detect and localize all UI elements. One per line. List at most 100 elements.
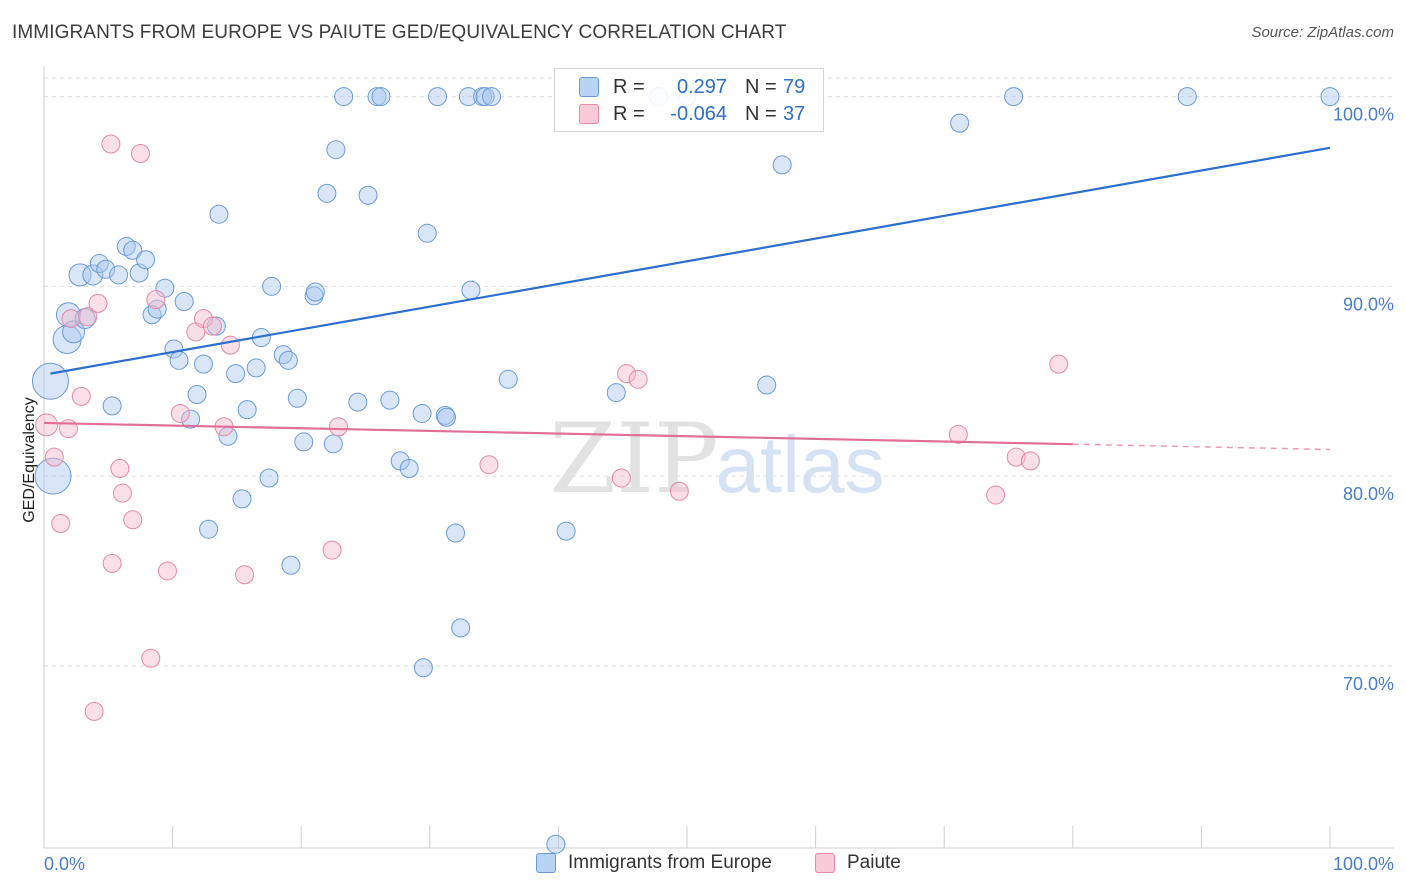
axes-layer	[43, 66, 1394, 849]
europe-point	[209, 204, 229, 224]
paiute-point	[1049, 354, 1069, 374]
paiute-point	[146, 290, 166, 310]
paiute-point	[1020, 451, 1040, 471]
europe-point	[259, 468, 279, 488]
paiute-point	[617, 364, 637, 384]
paiute-point	[102, 553, 122, 573]
paiute-point	[479, 455, 499, 475]
paiute-point	[1006, 447, 1026, 467]
europe-point	[772, 155, 792, 175]
legend-item-paiute[interactable]: Paiute	[815, 852, 901, 874]
europe-point	[1320, 87, 1340, 107]
paiute-point	[669, 481, 689, 501]
paiute-point	[51, 514, 71, 534]
paiute-point	[130, 143, 150, 163]
paiute-point	[61, 309, 81, 329]
europe-point	[281, 555, 301, 575]
legend-label-paiute: Paiute	[847, 852, 901, 873]
europe-point	[461, 280, 481, 300]
paiute-point	[78, 307, 98, 327]
paiute-point	[44, 447, 64, 467]
europe-point	[498, 369, 518, 389]
legend-item-europe[interactable]: Immigrants from Europe	[536, 852, 772, 874]
europe-point	[417, 223, 437, 243]
europe-point	[193, 354, 213, 374]
paiute-point	[628, 369, 648, 389]
europe-point	[287, 388, 307, 408]
europe-point	[458, 87, 478, 107]
legend-row-paiute: R = -0.064 N = 37	[579, 101, 805, 127]
trend-layer	[43, 146, 1331, 451]
europe-point	[142, 305, 162, 325]
europe-point	[31, 362, 69, 400]
europe-point	[358, 185, 378, 205]
legend-row-europe: R = 0.297 N = 79	[579, 74, 805, 100]
paiute-trend-extension	[1072, 443, 1331, 451]
x-tick-label-max: 100.0%	[1333, 854, 1394, 874]
europe-point	[181, 409, 201, 429]
europe-point	[326, 140, 346, 160]
europe-point	[482, 87, 502, 107]
europe-point	[334, 87, 354, 107]
europe-point	[116, 236, 136, 256]
watermark-zip: ZIP	[549, 403, 718, 515]
europe-point	[102, 396, 122, 416]
paiute-point	[71, 386, 91, 406]
paiute-point	[84, 701, 104, 721]
europe-point	[556, 521, 576, 541]
europe-point	[246, 358, 266, 378]
europe-point	[96, 259, 116, 279]
europe-point	[371, 87, 391, 107]
legend-n-value: 37	[783, 102, 806, 125]
legend-r-label: R =	[613, 102, 645, 125]
europe-point	[109, 265, 129, 285]
europe-point	[413, 658, 433, 678]
paiute-point	[220, 335, 240, 355]
europe-point	[237, 400, 257, 420]
paiute-point	[101, 134, 121, 154]
paiute-point	[328, 417, 348, 437]
legend-n-label: N =	[745, 75, 777, 98]
legend-r-value: 0.297	[676, 75, 727, 98]
europe-point	[950, 113, 970, 133]
paiute-point	[157, 561, 177, 581]
chart-title: IMMIGRANTS FROM EUROPE VS PAIUTE GED/EQU…	[12, 22, 787, 43]
legend-r-value: -0.064	[670, 102, 727, 125]
europe-point	[273, 345, 293, 365]
paiute-point	[112, 483, 132, 503]
europe-trend-line	[50, 146, 1331, 375]
europe-point	[82, 264, 104, 286]
stats-legend: R = 0.297 N = 79 R = -0.064 N = 37	[554, 68, 824, 132]
paiute-point	[611, 468, 631, 488]
legend-n-value: 79	[783, 75, 806, 98]
europe-point	[451, 618, 471, 638]
paiute-point	[986, 485, 1006, 505]
europe-point	[136, 250, 156, 270]
europe-point	[317, 183, 337, 203]
legend-swatch-blue-icon	[579, 77, 599, 97]
europe-point	[348, 392, 368, 412]
paiute-point	[141, 648, 161, 668]
europe-point	[278, 350, 298, 370]
europe-point	[147, 299, 167, 319]
paiute-point	[35, 413, 59, 437]
europe-point	[294, 432, 314, 452]
europe-point	[437, 407, 457, 427]
europe-point	[757, 375, 777, 395]
x-tick-label-min: 0.0%	[44, 854, 85, 874]
points-layer	[31, 87, 1340, 854]
legend-r-label: R =	[613, 75, 645, 98]
paiute-point	[322, 540, 342, 560]
paiute-point	[88, 293, 108, 313]
bottom-legend: Immigrants from Europe Paiute	[0, 852, 1406, 878]
europe-point	[323, 434, 343, 454]
y-tick-label: 90.0%	[1343, 294, 1394, 314]
europe-point	[1004, 87, 1024, 107]
legend-swatch-blue-icon	[536, 853, 556, 873]
europe-point	[74, 308, 96, 330]
source-label: Source: ZipAtlas.com	[1251, 24, 1394, 41]
europe-point	[34, 457, 72, 495]
paiute-trend-line	[43, 421, 1073, 446]
europe-point	[475, 87, 495, 107]
